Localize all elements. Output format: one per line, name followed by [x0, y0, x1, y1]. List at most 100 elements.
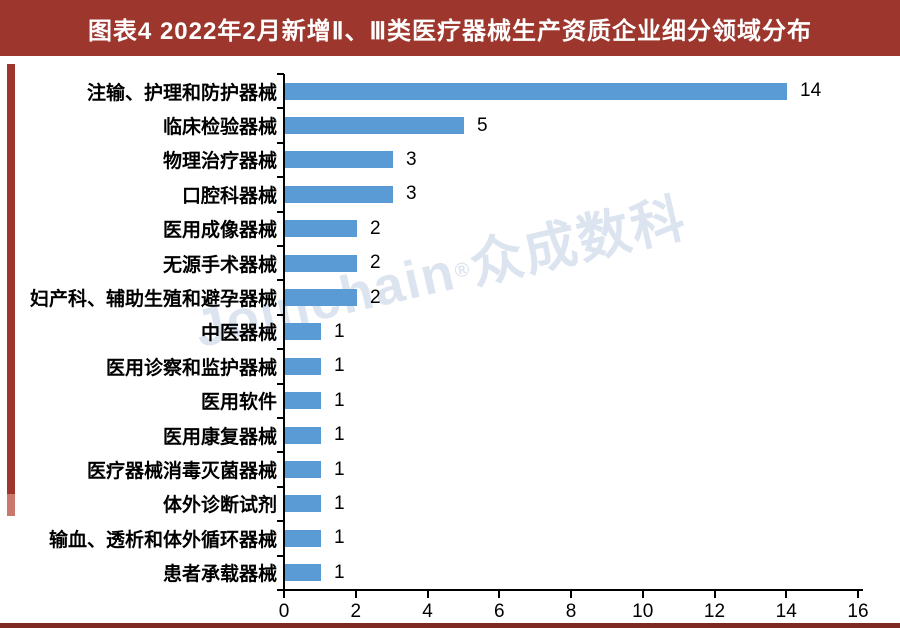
value-label: 5 [477, 114, 488, 136]
value-label: 1 [334, 320, 345, 342]
chart-title: 图表4 2022年2月新增Ⅱ、Ⅲ类医疗器械生产资质企业细分领域分布 [87, 17, 813, 45]
y-axis-tick [277, 485, 284, 488]
bar [285, 289, 357, 307]
y-axis-tick [277, 245, 284, 247]
bar [285, 151, 393, 169]
left-accent-bar-fade [7, 494, 15, 516]
value-label: 1 [334, 492, 345, 514]
x-axis-tick [498, 590, 501, 598]
category-label: 物理治疗器械 [162, 151, 277, 173]
value-label: 2 [370, 217, 381, 239]
title-bar: 图表4 2022年2月新增Ⅱ、Ⅲ类医疗器械生产资质企业细分领域分布 [0, 0, 900, 56]
bar [285, 185, 393, 203]
bar [285, 254, 357, 272]
x-tick-label: 0 [278, 601, 290, 622]
category-label: 临床检验器械 [162, 117, 277, 139]
bar [285, 564, 321, 582]
category-label: 医用成像器械 [162, 220, 277, 242]
x-tick-label: 2 [350, 601, 362, 622]
category-label: 医疗器械消毒灭菌器械 [86, 461, 277, 483]
x-axis-tick [283, 590, 285, 598]
bar-row: 口腔科器械 3 [0, 177, 900, 211]
bar [285, 426, 321, 444]
y-axis-tick [277, 210, 284, 213]
bottom-border-rule [0, 623, 900, 628]
value-label: 1 [334, 355, 345, 377]
y-axis-tick [277, 107, 284, 110]
x-tick-label: 8 [565, 601, 577, 622]
x-tick-label: 4 [422, 601, 433, 622]
bar-row: 医用软件 1 [0, 384, 900, 418]
value-label: 1 [334, 561, 345, 583]
category-label: 无源手术器械 [162, 254, 277, 276]
category-label: 口腔科器械 [181, 185, 277, 207]
x-tick-label: 10 [632, 601, 654, 622]
x-axis-tick [641, 590, 644, 598]
value-label: 2 [370, 252, 381, 274]
category-label: 中医器械 [200, 323, 277, 345]
y-axis-tick [277, 589, 284, 591]
category-label: 妇产科、辅助生殖和避孕器械 [29, 289, 277, 311]
y-axis-tick [277, 417, 284, 419]
value-label: 1 [334, 458, 345, 480]
value-label: 1 [334, 527, 345, 549]
bar [285, 220, 357, 238]
bar [285, 357, 321, 375]
category-label: 注输、护理和防护器械 [86, 82, 277, 104]
y-axis-tick [277, 141, 284, 144]
left-accent-bar [7, 64, 15, 494]
value-label: 3 [406, 148, 417, 170]
category-label: 医用诊察和监护器械 [105, 357, 277, 379]
bar-row: 医疗器械消毒灭菌器械 1 [0, 452, 900, 486]
y-axis-tick [277, 382, 284, 385]
y-axis-tick [277, 348, 284, 351]
bar-row: 物理治疗器械 3 [0, 143, 900, 177]
value-label: 14 [800, 80, 822, 102]
y-axis-tick [277, 554, 284, 557]
bar [285, 117, 464, 135]
bar-row: 体外诊断试剂 1 [0, 487, 900, 521]
value-label: 3 [406, 183, 417, 205]
bar-row: 妇产科、辅助生殖和避孕器械 2 [0, 280, 900, 314]
y-axis-tick [277, 451, 284, 454]
category-label: 患者承载器械 [162, 564, 277, 586]
bar-row: 患者承载器械 1 [0, 556, 900, 590]
bar-row: 中医器械 1 [0, 315, 900, 349]
y-axis-tick [277, 313, 284, 316]
bar-row: 无源手术器械 2 [0, 246, 900, 280]
x-axis-tick [354, 590, 357, 598]
bar-row: 医用成像器械 2 [0, 212, 900, 246]
bar [285, 392, 321, 410]
category-label: 输血、透析和体外循环器械 [48, 529, 277, 551]
y-axis-tick [277, 73, 284, 75]
bar [285, 461, 321, 479]
bar-row: 注输、护理和防护器械 14 [0, 74, 900, 108]
bar [285, 82, 787, 100]
bar [285, 495, 321, 513]
value-label: 2 [370, 286, 381, 308]
bar-row: 医用诊察和监护器械 1 [0, 349, 900, 383]
y-axis-line [283, 74, 285, 591]
y-axis-tick [277, 176, 284, 179]
x-axis-tick [713, 590, 716, 598]
x-axis-tick [785, 590, 788, 598]
bar-row: 输血、透析和体外循环器械 1 [0, 521, 900, 555]
bar [285, 323, 321, 341]
x-axis-tick [857, 590, 859, 598]
x-tick-label: 14 [775, 601, 797, 622]
x-tick-label: 16 [847, 601, 869, 622]
value-label: 1 [334, 424, 345, 446]
x-tick-label: 12 [703, 601, 726, 622]
y-axis-tick [277, 520, 284, 523]
value-label: 1 [334, 389, 345, 411]
bar [285, 529, 321, 547]
bar-row: 临床检验器械 5 [0, 108, 900, 142]
y-axis-tick [277, 279, 284, 282]
bar-row: 医用康复器械 1 [0, 418, 900, 452]
x-axis-line [283, 589, 863, 591]
category-label: 体外诊断试剂 [162, 495, 277, 517]
x-axis-tick [426, 590, 429, 598]
category-label: 医用软件 [200, 392, 277, 414]
